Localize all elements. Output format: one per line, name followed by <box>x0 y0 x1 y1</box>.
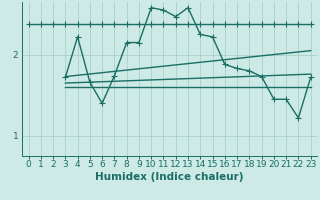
X-axis label: Humidex (Indice chaleur): Humidex (Indice chaleur) <box>95 172 244 182</box>
